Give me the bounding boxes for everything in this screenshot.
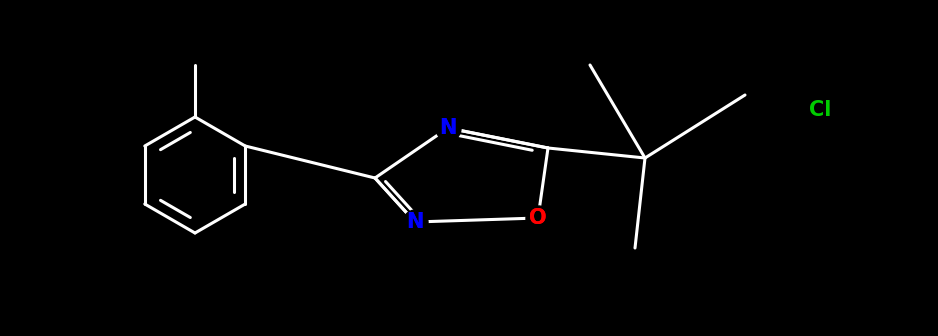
Text: N: N [406,212,424,232]
Text: O: O [529,208,547,228]
Text: O: O [529,208,547,228]
Text: N: N [406,212,424,232]
Text: Cl: Cl [809,100,831,120]
Text: N: N [439,118,457,138]
Text: N: N [439,118,457,138]
